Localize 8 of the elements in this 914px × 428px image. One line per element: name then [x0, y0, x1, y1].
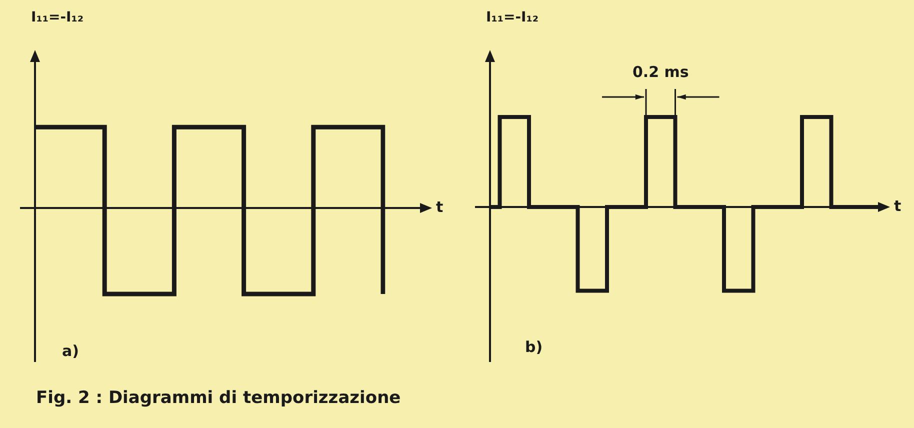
caption: Fig. 2 : Diagrammi di temporizzazione — [36, 388, 401, 408]
y-axis-title: I₁₁=-I₁₂ — [486, 10, 538, 26]
x-axis-title: t — [894, 196, 902, 215]
text: b) — [525, 338, 543, 356]
text: 0.2 ms — [632, 62, 689, 81]
x-axis-title: t — [436, 198, 444, 216]
text: a) — [62, 342, 79, 360]
y-axis-title: I₁₁=-I₁₂ — [31, 10, 84, 26]
